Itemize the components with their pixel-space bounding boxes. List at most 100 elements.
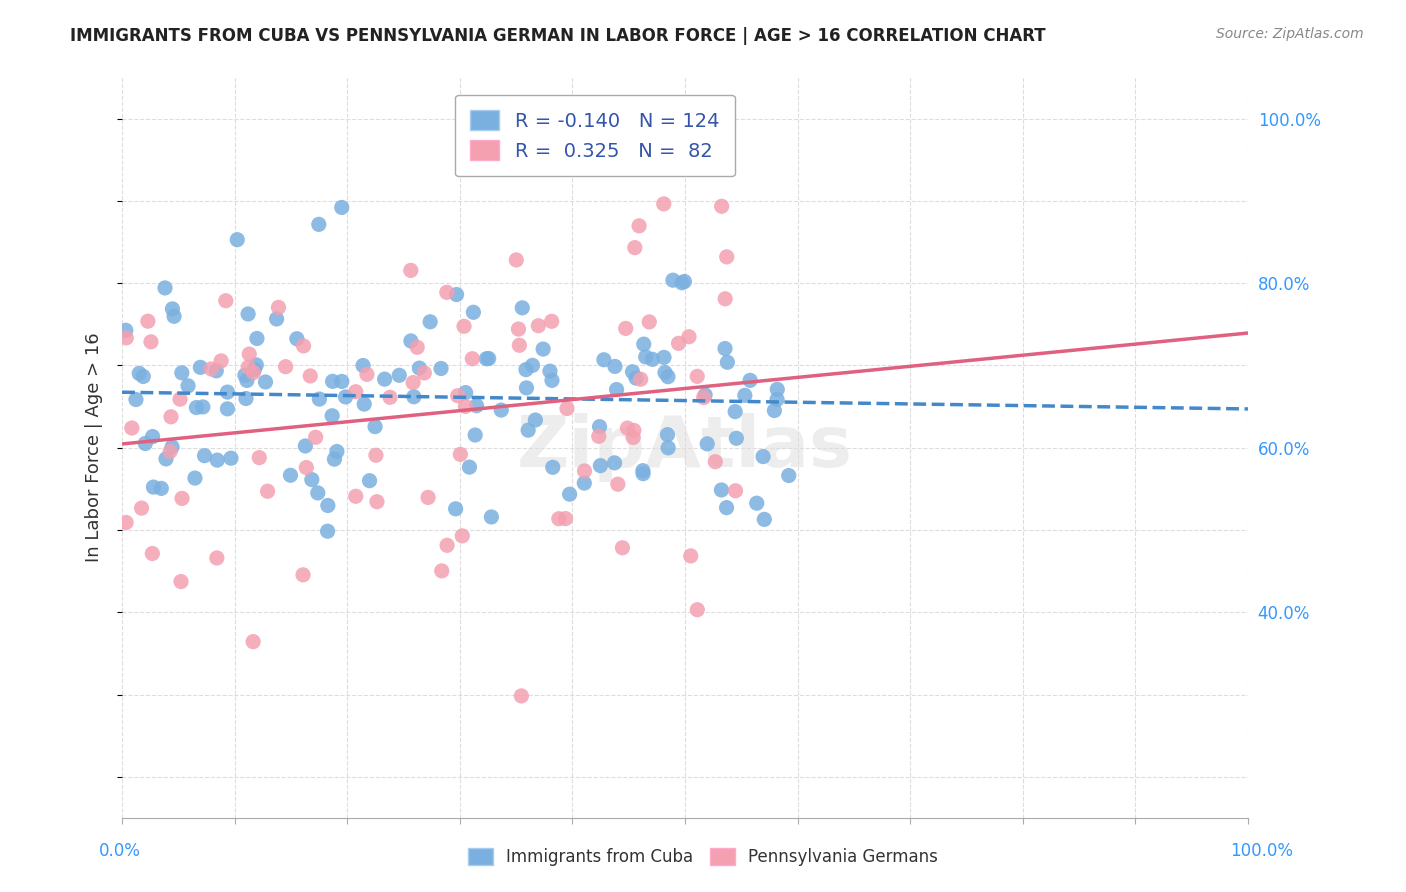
Point [624,371,647,385]
Point [326,444,349,458]
Point [704,455,727,469]
Point [413,366,436,380]
Point [243,362,266,376]
Point [114,323,136,337]
Point [274,359,297,374]
Point [233,368,256,383]
Point [657,427,679,442]
Point [531,342,554,356]
Point [169,392,191,406]
Point [416,491,439,505]
Legend: R = -0.140   N = 124, R =  0.325   N =  82: R = -0.140 N = 124, R = 0.325 N = 82 [454,95,735,177]
Point [388,368,411,383]
Point [399,263,422,277]
Point [716,500,738,515]
Point [115,516,138,530]
Point [603,359,626,374]
Point [285,332,308,346]
Point [170,491,193,506]
Point [419,315,441,329]
Point [547,512,569,526]
Point [695,388,717,402]
Point [449,447,471,461]
Point [634,350,657,364]
Point [671,276,693,290]
Point [266,312,288,326]
Point [558,487,581,501]
Point [254,375,277,389]
Point [740,373,762,387]
Point [673,275,696,289]
Point [714,292,737,306]
Point [292,567,315,582]
Point [686,603,709,617]
Point [406,340,429,354]
Point [191,400,214,414]
Point [444,501,467,516]
Point [131,501,153,516]
Point [657,441,679,455]
Point [267,301,290,315]
Point [606,477,628,491]
Point [754,512,776,526]
Point [215,293,238,308]
Point [246,331,269,345]
Point [454,400,477,414]
Point [752,450,775,464]
Point [226,233,249,247]
Point [321,409,343,423]
Point [540,314,562,328]
Point [159,444,181,458]
Point [163,310,186,324]
Point [153,281,176,295]
Point [364,448,387,462]
Point [606,383,628,397]
Point [160,440,183,454]
Point [359,474,381,488]
Point [304,430,326,444]
Point [150,482,173,496]
Point [510,301,533,315]
Point [280,468,302,483]
Point [247,450,270,465]
Point [554,511,576,525]
Text: ZipAtlas: ZipAtlas [517,413,853,483]
Point [724,404,747,418]
Point [121,421,143,435]
Point [132,369,155,384]
Point [692,391,714,405]
Point [430,361,453,376]
Point [541,460,564,475]
Point [710,483,733,497]
Point [464,428,486,442]
Point [170,366,193,380]
Text: Source: ZipAtlas.com: Source: ZipAtlas.com [1216,27,1364,41]
Point [235,392,257,406]
Point [654,366,676,380]
Point [479,510,502,524]
Point [236,307,259,321]
Point [630,372,652,386]
Point [193,449,215,463]
Point [631,464,654,478]
Text: IMMIGRANTS FROM CUBA VS PENNSYLVANIA GERMAN IN LABOR FORCE | AGE > 16 CORRELATIO: IMMIGRANTS FROM CUBA VS PENNSYLVANIA GER… [70,27,1046,45]
Point [322,375,344,389]
Point [686,369,709,384]
Point [356,368,378,382]
Point [574,476,596,491]
Point [139,334,162,349]
Point [308,218,330,232]
Point [668,336,690,351]
Point [125,392,148,407]
Point [489,403,512,417]
Point [616,421,638,435]
Point [323,452,346,467]
Point [436,538,458,552]
Point [447,389,470,403]
Point [408,361,430,376]
Point [588,419,610,434]
Point [308,392,330,406]
Point [364,419,387,434]
Point [652,197,675,211]
Point [177,379,200,393]
